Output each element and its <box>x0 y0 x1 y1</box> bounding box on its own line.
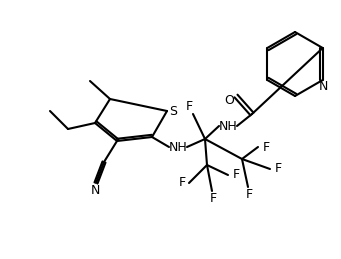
Text: O: O <box>224 93 234 106</box>
Text: F: F <box>263 140 270 154</box>
Text: F: F <box>178 176 186 190</box>
Text: F: F <box>209 191 217 205</box>
Text: NH: NH <box>219 119 237 133</box>
Text: N: N <box>90 184 100 198</box>
Text: F: F <box>275 162 282 175</box>
Text: N: N <box>319 80 328 92</box>
Text: F: F <box>233 169 240 182</box>
Text: F: F <box>246 188 253 200</box>
Text: F: F <box>186 99 193 112</box>
Text: NH: NH <box>169 140 187 154</box>
Text: S: S <box>169 104 177 118</box>
